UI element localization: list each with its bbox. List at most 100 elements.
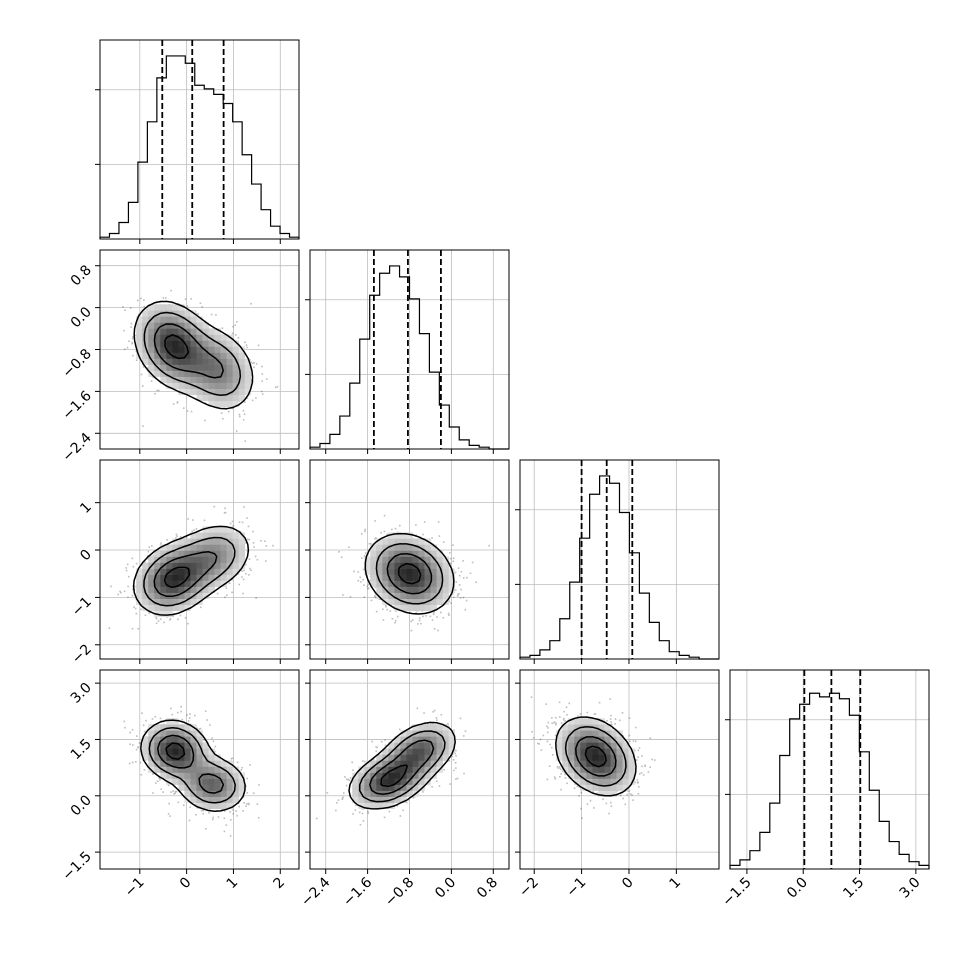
density-cell [172,328,179,335]
density-cell [184,538,191,545]
sample-point [369,579,371,582]
sample-point [152,792,154,794]
density-cell [202,388,209,396]
sample-point [176,401,179,403]
density-cell [190,598,197,606]
sample-point [147,550,150,553]
sample-point [367,587,370,589]
sample-point [236,321,238,323]
sample-point [225,587,228,589]
density-cell [184,604,191,612]
density-cell [166,598,173,606]
density-cell [430,544,437,551]
density-cell [148,352,155,359]
sample-point [157,620,160,622]
density-cell [196,592,203,599]
density-cell [232,394,239,402]
sample-point [257,817,260,819]
sample-point [206,719,209,721]
sample-point [110,585,112,588]
density-cell [430,604,437,612]
sample-point [391,528,393,531]
sample-point [187,518,189,520]
density-cell [232,382,239,389]
sample-point [399,815,402,817]
sample-point [363,584,365,587]
density-cell [208,580,215,587]
density-cell [172,334,179,341]
density-cell [196,388,203,396]
density-cell [196,802,203,809]
sample-point [261,365,263,368]
density-cell [220,760,227,767]
density-cell [142,322,149,329]
density-cell [214,352,221,359]
sample-point [194,714,196,717]
contour-level-2 [153,551,218,598]
sample-point [360,533,363,535]
density-cell [382,538,389,545]
density-cell [388,574,395,581]
density-cell [142,562,149,569]
density-cell [400,574,407,581]
density-cell [244,376,252,383]
density-cell [184,322,191,329]
sample-point [132,565,135,568]
density-cell [184,556,191,563]
sample-point [129,731,131,734]
density-cell [166,352,173,359]
sample-point [150,380,153,382]
sample-point [362,808,364,810]
sample-point [228,410,230,413]
density-cell [148,574,155,581]
sample-point [352,769,354,771]
density-cell [220,352,227,359]
density-cell [406,592,413,599]
sample-point [143,769,146,771]
density-cell [226,358,233,365]
y-tick-label: −1.6 [59,388,94,423]
density-cell [202,340,209,347]
density-cell [208,562,215,569]
sample-point [247,525,250,528]
y-tick-label: 0 [77,547,95,565]
sample-point [212,816,214,819]
sample-point [249,764,251,766]
density-cell [184,790,191,797]
sample-point [204,419,206,422]
sample-point [342,796,344,798]
sample-point [186,305,189,307]
density-cell [196,544,203,551]
density-cell [226,556,233,563]
sample-point [242,810,244,812]
sample-point [130,326,132,328]
density-cell [394,580,401,587]
density-cell [382,580,389,587]
sample-point [151,718,154,720]
sample-point [358,811,361,814]
sample-point [386,533,389,536]
sample-point [176,535,178,537]
sample-point [155,617,158,620]
density-cell [166,550,173,557]
density-cell [232,556,239,563]
density-cell [412,550,419,557]
sample-point [108,627,111,629]
sample-point [182,407,185,409]
sample-point [374,594,376,597]
density-cell [178,364,185,371]
density-cell [220,580,227,587]
y-tick-label: 0.8 [68,262,95,289]
density-cell [394,598,401,606]
density-cell [178,562,185,569]
density-cell [136,334,143,341]
sample-point [457,592,460,595]
panel-frame [729,669,930,870]
sample-point [425,614,427,617]
sample-point [171,713,173,716]
sample-point [120,591,122,594]
density-cell [172,358,179,365]
density-cell [202,328,209,335]
density-cell [430,598,437,606]
sample-point [429,615,432,618]
